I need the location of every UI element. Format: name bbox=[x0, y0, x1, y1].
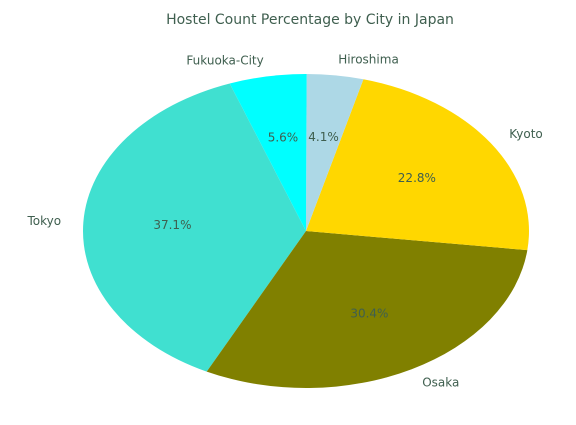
slice-label-kyoto: Kyoto bbox=[509, 127, 543, 141]
pie-slices bbox=[83, 73, 530, 389]
percent-label-fukuoka-city: 5.6% bbox=[268, 131, 299, 145]
chart-title: Hostel Count Percentage by City in Japan bbox=[166, 12, 454, 28]
pie-slice-osaka bbox=[206, 231, 528, 389]
pie-slice-hiroshima bbox=[306, 74, 364, 231]
slice-label-hiroshima: Hiroshima bbox=[338, 52, 399, 66]
pie-labels: Tokyo 37.1% Osaka 30.4% Kyoto 22.8% Hiroshima 4… bbox=[26, 52, 542, 389]
slice-label-tokyo: Tokyo bbox=[26, 214, 61, 228]
pie-slice-kyoto bbox=[306, 79, 530, 251]
pie-slice-fukuoka-city bbox=[229, 73, 307, 231]
slice-label-osaka: Osaka bbox=[422, 376, 459, 390]
percent-label-hiroshima: 4.1% bbox=[308, 130, 339, 144]
pie-slice-tokyo bbox=[83, 83, 306, 372]
slice-label-fukuoka-city: Fukuoka-City bbox=[186, 53, 263, 67]
percent-label-tokyo: 37.1% bbox=[153, 218, 191, 232]
percent-label-kyoto: 22.8% bbox=[398, 171, 436, 185]
percent-label-osaka: 30.4% bbox=[350, 306, 388, 320]
